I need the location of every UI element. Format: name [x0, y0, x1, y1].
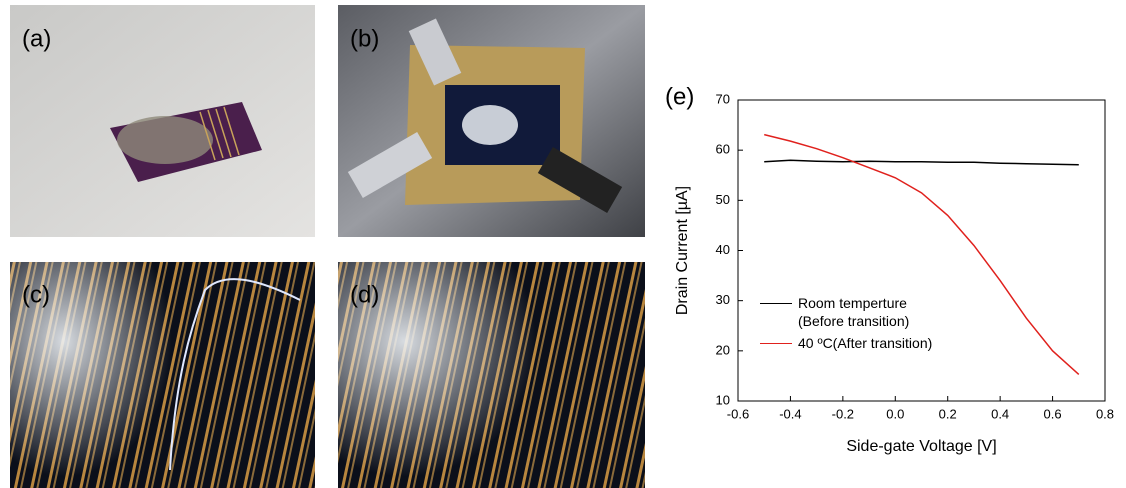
x-axis-label: Side-gate Voltage [V] — [846, 438, 996, 455]
panel-label: (c) — [22, 281, 50, 308]
y-tick-label: 30 — [716, 292, 730, 307]
y-axis-label: Drain Current [µA] — [674, 186, 691, 315]
legend-label: Room temperture (Before transition) — [798, 294, 948, 330]
line-chart: -0.6 -0.4 -0.2 0.0 0.2 0.4 0.6 0.8 10 20 30 40 50 60 7… — [674, 91, 1114, 455]
legend: Room temperture (Before transition) 40 ºC… — [760, 294, 948, 356]
legend-swatch — [760, 343, 792, 344]
panel-label: (a) — [22, 25, 51, 52]
y-tick-label: 20 — [716, 342, 730, 357]
x-tick-label: 0.0 — [886, 406, 904, 421]
x-tick-label: -0.6 — [727, 406, 749, 421]
panel-label: (d) — [350, 281, 379, 308]
x-tick-label: 0.4 — [991, 406, 1009, 421]
photo-c — [10, 262, 315, 488]
y-tick-label: 70 — [716, 91, 730, 106]
y-tick-label: 10 — [716, 392, 730, 407]
legend-swatch — [760, 303, 792, 304]
legend-entry: Room temperture (Before transition) — [760, 294, 948, 330]
x-tick-label: 0.2 — [939, 406, 957, 421]
legend-label: 40 ºC(After transition) — [798, 334, 932, 352]
photo-a — [10, 5, 315, 237]
panel-label: (e) — [665, 83, 694, 110]
x-tick-label: 0.6 — [1044, 406, 1062, 421]
y-tick-label: 60 — [716, 142, 730, 157]
legend-entry: 40 ºC(After transition) — [760, 334, 948, 352]
page: (a) (b) (c) (d) (e) -0.6 -0.4 -0.2 0.0 0.2 0.… — [0, 0, 1126, 488]
x-tick-label: -0.2 — [832, 406, 854, 421]
y-tick-label: 40 — [716, 242, 730, 257]
figure: (a) (b) (c) (d) (e) -0.6 -0.4 -0.2 0.0 0.2 0.… — [0, 0, 1126, 488]
data-line — [764, 160, 1079, 165]
y-tick-label: 50 — [716, 192, 730, 207]
x-tick-label: 0.8 — [1096, 406, 1114, 421]
x-tick-label: -0.4 — [779, 406, 801, 421]
photo-b — [338, 5, 645, 237]
photo-d — [338, 262, 645, 488]
panel-label: (b) — [350, 25, 379, 52]
